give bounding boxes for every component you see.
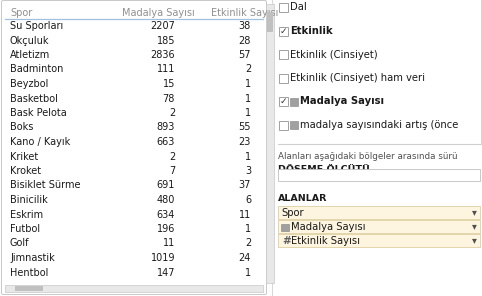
Text: 147: 147 bbox=[157, 268, 175, 278]
Text: ▾: ▾ bbox=[471, 236, 476, 245]
Bar bbox=[278, 220, 480, 233]
Text: #: # bbox=[282, 236, 291, 245]
Bar bbox=[5, 285, 263, 292]
Text: 11: 11 bbox=[239, 210, 251, 220]
Text: Alanları aşağıdaki bölgeler arasında sürü: Alanları aşağıdaki bölgeler arasında sür… bbox=[278, 152, 457, 161]
Text: 111: 111 bbox=[157, 65, 175, 75]
Text: 7: 7 bbox=[169, 166, 175, 176]
Bar bbox=[279, 97, 288, 106]
Text: 1: 1 bbox=[245, 108, 251, 118]
Text: Madalya Sayısı: Madalya Sayısı bbox=[300, 96, 384, 107]
Text: Eskrim: Eskrim bbox=[10, 210, 43, 220]
Text: 15: 15 bbox=[162, 79, 175, 89]
Text: Kriket: Kriket bbox=[10, 152, 38, 162]
Text: madalya sayısındaki artış (önce: madalya sayısındaki artış (önce bbox=[300, 120, 458, 130]
Text: 196: 196 bbox=[157, 224, 175, 234]
Bar bbox=[279, 73, 288, 83]
Text: Etkinlik (Cinsiyet) ham veri: Etkinlik (Cinsiyet) ham veri bbox=[290, 73, 425, 83]
Text: 37: 37 bbox=[239, 181, 251, 191]
Text: 691: 691 bbox=[157, 181, 175, 191]
Text: Spor: Spor bbox=[10, 8, 32, 18]
Text: 6: 6 bbox=[245, 195, 251, 205]
Text: 480: 480 bbox=[157, 195, 175, 205]
Text: 663: 663 bbox=[157, 137, 175, 147]
Bar bbox=[278, 206, 480, 219]
Text: Dal: Dal bbox=[290, 2, 307, 12]
Bar bbox=[281, 224, 289, 231]
Text: Binicilik: Binicilik bbox=[10, 195, 48, 205]
Text: Atletizm: Atletizm bbox=[10, 50, 50, 60]
Bar bbox=[481, 0, 482, 144]
Text: 28: 28 bbox=[239, 36, 251, 46]
Text: Kroket: Kroket bbox=[10, 166, 41, 176]
Bar bbox=[290, 97, 298, 105]
Text: 2836: 2836 bbox=[150, 50, 175, 60]
Text: 1: 1 bbox=[245, 79, 251, 89]
Text: 11: 11 bbox=[163, 239, 175, 249]
Text: Bisiklet Sürme: Bisiklet Sürme bbox=[10, 181, 80, 191]
Text: 2207: 2207 bbox=[150, 21, 175, 31]
Text: 78: 78 bbox=[162, 94, 175, 104]
Text: Madalya Sayısı: Madalya Sayısı bbox=[121, 8, 194, 18]
Text: 57: 57 bbox=[239, 50, 251, 60]
Text: 24: 24 bbox=[239, 253, 251, 263]
Bar bbox=[279, 27, 288, 36]
Text: 23: 23 bbox=[239, 137, 251, 147]
Text: 3: 3 bbox=[245, 166, 251, 176]
Bar bbox=[267, 12, 273, 32]
Text: 2: 2 bbox=[169, 152, 175, 162]
Bar bbox=[279, 50, 288, 59]
Text: Kano / Kayık: Kano / Kayık bbox=[10, 137, 70, 147]
Text: Badminton: Badminton bbox=[10, 65, 63, 75]
Text: Futbol: Futbol bbox=[10, 224, 40, 234]
Text: Hentbol: Hentbol bbox=[10, 268, 48, 278]
Text: 634: 634 bbox=[157, 210, 175, 220]
Text: 38: 38 bbox=[239, 21, 251, 31]
Text: Golf: Golf bbox=[10, 239, 29, 249]
Text: Etkinlik: Etkinlik bbox=[290, 26, 333, 36]
Text: 1: 1 bbox=[245, 94, 251, 104]
Text: Etkinlik Sayısı: Etkinlik Sayısı bbox=[211, 8, 279, 18]
Text: DÖŞEME ÖLÇÜTÜ: DÖŞEME ÖLÇÜTÜ bbox=[278, 164, 370, 174]
Text: ▾: ▾ bbox=[471, 221, 476, 231]
Text: 2: 2 bbox=[245, 239, 251, 249]
Bar bbox=[290, 121, 298, 129]
Text: ✓: ✓ bbox=[280, 97, 287, 106]
FancyBboxPatch shape bbox=[1, 1, 267, 295]
Bar bbox=[278, 234, 480, 247]
Text: 1: 1 bbox=[245, 224, 251, 234]
Text: Jimnastik: Jimnastik bbox=[10, 253, 55, 263]
Text: Su Sporları: Su Sporları bbox=[10, 21, 63, 31]
Text: ALANLAR: ALANLAR bbox=[278, 194, 327, 203]
Text: 185: 185 bbox=[157, 36, 175, 46]
Text: Okçuluk: Okçuluk bbox=[10, 36, 50, 46]
Text: Madalya Sayısı: Madalya Sayısı bbox=[291, 221, 365, 231]
Bar bbox=[15, 286, 43, 291]
Text: Boks: Boks bbox=[10, 123, 33, 133]
Text: Basketbol: Basketbol bbox=[10, 94, 58, 104]
Text: 55: 55 bbox=[239, 123, 251, 133]
Text: 893: 893 bbox=[157, 123, 175, 133]
Text: 1019: 1019 bbox=[150, 253, 175, 263]
Text: Bask Pelota: Bask Pelota bbox=[10, 108, 67, 118]
Bar bbox=[279, 3, 288, 12]
Text: Beyzbol: Beyzbol bbox=[10, 79, 48, 89]
Text: ▾: ▾ bbox=[471, 207, 476, 218]
Text: Etkinlik (Cinsiyet): Etkinlik (Cinsiyet) bbox=[290, 49, 377, 59]
Text: 1: 1 bbox=[245, 268, 251, 278]
Bar bbox=[279, 120, 288, 130]
Text: 2: 2 bbox=[169, 108, 175, 118]
Text: Spor: Spor bbox=[281, 207, 304, 218]
Bar bbox=[266, 4, 274, 283]
Text: Etkinlik Sayısı: Etkinlik Sayısı bbox=[291, 236, 360, 245]
Text: ✓: ✓ bbox=[280, 27, 287, 36]
Bar bbox=[278, 169, 480, 181]
Text: 1: 1 bbox=[245, 152, 251, 162]
Text: 2: 2 bbox=[245, 65, 251, 75]
